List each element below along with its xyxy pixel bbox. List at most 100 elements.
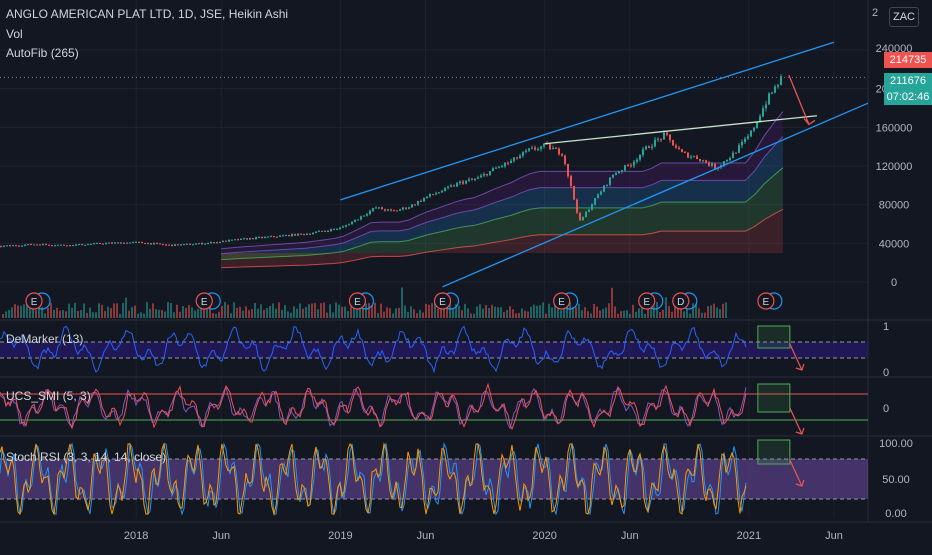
candle-body xyxy=(54,245,56,247)
candle-body xyxy=(603,185,605,192)
candle-body xyxy=(651,146,653,148)
volume-bar xyxy=(689,313,691,318)
candle-body xyxy=(510,160,512,164)
candle-body xyxy=(765,104,767,109)
heikin-ashi-candles[interactable] xyxy=(0,74,782,248)
volume-bar xyxy=(236,307,238,318)
upper-channel-line xyxy=(340,41,835,201)
volume-bar xyxy=(446,308,448,318)
candle-body xyxy=(12,245,14,247)
time-axis[interactable]: 2018 Jun 2019 Jun 2020 Jun 2021 Jun xyxy=(0,521,932,542)
stoch-rsi-label[interactable]: Stoch RSI (3, 3, 14, 14, close) xyxy=(6,450,167,464)
volume-bar xyxy=(35,310,37,318)
candle-body xyxy=(507,162,509,164)
candle-body xyxy=(249,238,251,240)
candle-body xyxy=(618,171,620,174)
volume-bar xyxy=(326,312,328,318)
candle-body xyxy=(312,232,314,235)
candle-body xyxy=(129,242,131,244)
candle-body xyxy=(417,200,419,205)
volume-bar xyxy=(632,304,634,318)
trend-channel[interactable] xyxy=(0,41,869,288)
volume-bar xyxy=(59,310,61,318)
candle-body xyxy=(711,163,713,166)
volume-bar xyxy=(530,306,532,318)
volume-bar xyxy=(647,305,649,318)
candle-body xyxy=(267,236,269,238)
autofib-bands xyxy=(221,111,784,269)
candle-body xyxy=(450,185,452,187)
volume-bar xyxy=(287,311,289,318)
candle-body xyxy=(150,243,152,245)
demarker-label[interactable]: DeMarker (13) xyxy=(6,332,84,346)
candle-body xyxy=(444,187,446,192)
volume-bar xyxy=(365,303,367,318)
volume-bar xyxy=(179,311,181,318)
price-tick-label: 160000 xyxy=(876,122,913,134)
smi-fast-line xyxy=(0,382,747,431)
volume-bar xyxy=(434,302,436,318)
candle-body xyxy=(210,242,212,244)
volume-bar xyxy=(383,311,385,318)
volume-bar xyxy=(503,312,505,318)
candle-body xyxy=(429,194,431,197)
price-tick-label: 40000 xyxy=(879,238,910,250)
volume-bar xyxy=(185,307,187,318)
volume-bar xyxy=(698,308,700,318)
candle-body xyxy=(540,146,542,150)
volume-bar xyxy=(401,287,403,318)
volume-bar xyxy=(200,304,202,318)
pane-arrow xyxy=(789,343,803,371)
smi-label[interactable]: UCS_SMI (5, 3) xyxy=(6,389,91,403)
indicator-vol-label[interactable]: Vol xyxy=(6,27,23,41)
candle-body xyxy=(591,204,593,210)
volume-bar xyxy=(356,309,358,318)
volume-bar xyxy=(149,308,151,318)
candle-body xyxy=(549,143,551,150)
time-tick-label: 2021 xyxy=(737,530,761,542)
volume-bar xyxy=(476,306,478,318)
candle-body xyxy=(294,234,296,236)
candle-body xyxy=(390,209,392,211)
volume-bar xyxy=(512,309,514,318)
volume-bar xyxy=(263,309,265,318)
volume-bar xyxy=(500,307,502,318)
candle-body xyxy=(69,244,71,246)
volume-bar xyxy=(251,309,253,318)
volume-bar xyxy=(551,307,553,318)
volume-bar xyxy=(542,302,544,318)
volume-bar xyxy=(248,310,250,318)
currency-button[interactable]: ZAC xyxy=(889,7,919,27)
resistance-line xyxy=(544,115,818,145)
volume-bar xyxy=(113,303,115,318)
candle-body xyxy=(570,176,572,187)
volume-bar xyxy=(155,309,157,318)
volume-bar xyxy=(269,306,271,318)
candle-body xyxy=(96,243,98,245)
volume-bar xyxy=(215,313,217,318)
volume-bar xyxy=(563,307,565,318)
time-tick-label: 2018 xyxy=(124,530,148,542)
candle-body xyxy=(357,219,359,221)
candle-body xyxy=(0,246,2,248)
volume-bar xyxy=(314,302,316,318)
candle-body xyxy=(723,161,725,166)
candle-body xyxy=(636,159,638,162)
volume-bar xyxy=(212,313,214,318)
volume-bar xyxy=(461,310,463,318)
volume-bar xyxy=(278,302,280,318)
volume-bar xyxy=(188,304,190,318)
candle-body xyxy=(99,243,101,245)
candle-body xyxy=(204,243,206,245)
volume-bar xyxy=(221,305,223,318)
candle-body xyxy=(132,242,134,244)
indicator-autofib-label[interactable]: AutoFib (265) xyxy=(6,46,79,60)
stoch-tick: 0.00 xyxy=(885,508,906,520)
volume-bar xyxy=(281,309,283,318)
volume-bar xyxy=(416,313,418,318)
candle-body xyxy=(21,245,23,247)
candle-body xyxy=(414,204,416,206)
